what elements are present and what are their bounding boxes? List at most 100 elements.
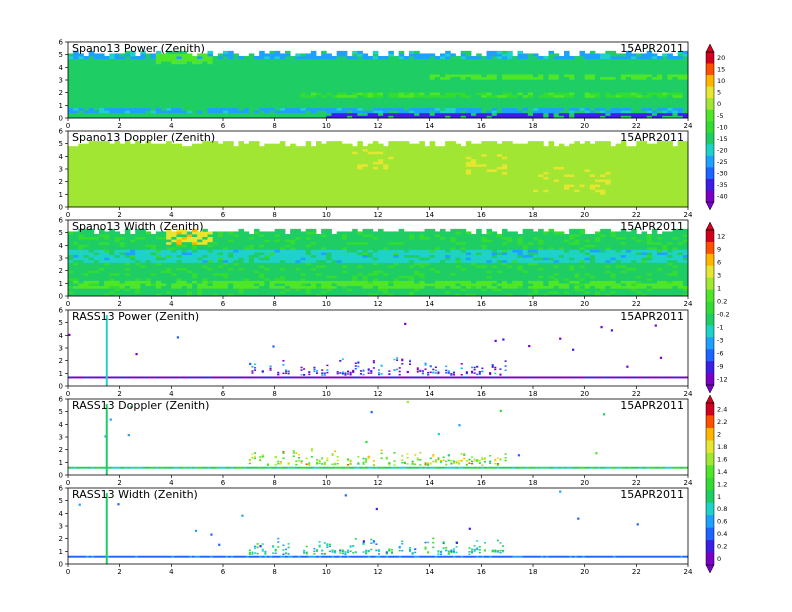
data-cell [589, 61, 596, 65]
data-cell [595, 102, 601, 106]
data-cell [584, 92, 591, 96]
data-cell [99, 143, 105, 147]
data-cell [620, 112, 627, 116]
data-cell [388, 156, 394, 160]
data-cell [295, 158, 301, 162]
data-cell [445, 58, 451, 62]
data-cell [424, 166, 431, 170]
data-cell [409, 186, 415, 190]
data-cell [228, 79, 234, 83]
data-cell [109, 156, 115, 160]
data-cell [584, 79, 591, 83]
data-cell [460, 169, 467, 172]
data-cell [171, 204, 177, 208]
data-cell [476, 115, 482, 119]
data-cell [502, 89, 508, 93]
data-cell [78, 196, 84, 200]
data-cell [631, 68, 637, 72]
data-cell [403, 58, 410, 62]
data-cell [341, 181, 348, 185]
data-cell [450, 176, 456, 180]
data-cell [564, 110, 570, 114]
data-cell [145, 102, 152, 106]
data-cell [409, 112, 415, 116]
data-cell [548, 87, 555, 90]
data-cell [83, 68, 90, 72]
data-cell [305, 176, 312, 180]
data-cell [248, 199, 255, 203]
data-cell [331, 156, 338, 160]
data-cell [569, 58, 575, 62]
data-cell [414, 199, 420, 203]
data-cell [341, 107, 348, 111]
data-cell [181, 179, 188, 183]
data-cell [181, 74, 188, 78]
data-cell [398, 151, 405, 155]
data-cell [336, 58, 343, 62]
data-cell [83, 166, 90, 170]
data-cell [367, 63, 374, 67]
data-cell [347, 112, 353, 116]
data-cell [93, 194, 100, 198]
data-cell [533, 56, 539, 60]
data-cell [657, 105, 663, 109]
data-cell [207, 174, 214, 177]
data-cell [88, 81, 95, 85]
data-cell [310, 97, 317, 101]
data-cell [207, 171, 214, 175]
data-cell [254, 158, 260, 162]
data-cell [367, 81, 374, 85]
data-cell [507, 66, 513, 70]
data-cell [548, 66, 555, 70]
data-cell [310, 163, 317, 167]
data-cell [372, 105, 379, 109]
data-cell [352, 171, 358, 175]
data-cell [73, 115, 79, 119]
data-cell [362, 74, 369, 78]
data-cell [207, 153, 214, 157]
data-cell [445, 148, 451, 152]
data-cell [450, 194, 456, 198]
data-cell [471, 102, 477, 106]
data-cell [538, 81, 544, 85]
data-cell [378, 171, 384, 175]
data-cell [192, 102, 198, 106]
data-cell [589, 68, 596, 72]
data-cell [657, 112, 663, 116]
data-cell [279, 143, 286, 147]
data-cell [176, 204, 183, 208]
data-cell [310, 53, 317, 57]
data-cell [486, 84, 493, 88]
data-cell [155, 186, 162, 190]
data-cell [362, 181, 369, 185]
data-cell [217, 53, 224, 57]
data-cell [150, 94, 157, 98]
data-cell [579, 76, 586, 80]
data-cell [672, 102, 679, 106]
data-cell [569, 68, 575, 72]
data-cell [186, 146, 193, 150]
data-cell [357, 63, 363, 67]
data-cell [171, 181, 177, 185]
data-cell [192, 81, 198, 85]
data-cell [429, 184, 436, 188]
data-cell [207, 186, 214, 190]
data-cell [471, 110, 477, 114]
data-cell [300, 204, 307, 208]
data-cell [269, 56, 276, 60]
data-cell [388, 61, 394, 65]
data-cell [564, 71, 570, 75]
data-cell [548, 74, 555, 78]
data-cell [419, 53, 425, 57]
data-cell [326, 181, 332, 185]
data-cell [321, 196, 327, 200]
data-cell [424, 153, 431, 157]
data-cell [486, 102, 493, 106]
data-cell [641, 53, 648, 57]
data-cell [455, 186, 462, 190]
data-cell [83, 92, 90, 96]
data-cell [243, 181, 250, 185]
data-cell [347, 161, 353, 165]
data-cell [409, 191, 415, 195]
data-cell [295, 189, 301, 193]
